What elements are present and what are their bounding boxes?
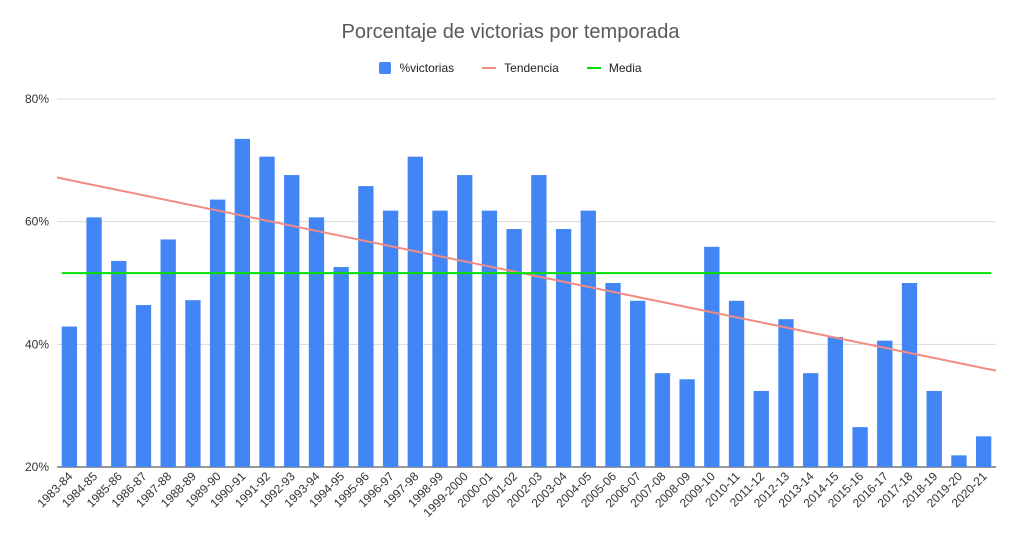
bar[interactable] xyxy=(160,239,176,467)
y-tick-label: 40% xyxy=(25,337,49,351)
legend: %victorias Tendencia Media xyxy=(0,61,1021,75)
bar[interactable] xyxy=(630,300,646,467)
bar[interactable] xyxy=(951,455,967,467)
bar[interactable] xyxy=(704,246,720,467)
bar[interactable] xyxy=(926,390,942,467)
bar[interactable] xyxy=(852,427,868,467)
bar[interactable] xyxy=(555,229,572,467)
legend-item-victorias[interactable]: %victorias xyxy=(379,61,454,75)
bar[interactable] xyxy=(284,175,300,467)
bar[interactable] xyxy=(209,199,226,467)
bar[interactable] xyxy=(61,326,78,467)
legend-label-media: Media xyxy=(608,61,642,75)
bar[interactable] xyxy=(111,260,127,467)
bar[interactable] xyxy=(580,210,596,468)
bar[interactable] xyxy=(259,156,275,468)
bar[interactable] xyxy=(432,210,448,468)
chart-title: Porcentaje de victorias por temporada xyxy=(341,21,680,43)
bar[interactable] xyxy=(234,138,250,467)
bar[interactable] xyxy=(506,229,522,467)
bar[interactable] xyxy=(135,305,152,467)
bar[interactable] xyxy=(605,283,621,467)
bar[interactable] xyxy=(803,373,819,467)
legend-label-tendencia: Tendencia xyxy=(504,61,559,75)
bar[interactable] xyxy=(827,336,844,467)
y-tick-label: 20% xyxy=(25,460,49,474)
y-tick-label: 80% xyxy=(25,92,49,106)
bar[interactable] xyxy=(407,156,423,468)
bar[interactable] xyxy=(185,300,201,467)
bar[interactable] xyxy=(753,390,769,467)
legend-item-tendencia[interactable]: Tendencia xyxy=(482,61,559,75)
bar[interactable] xyxy=(86,217,102,467)
bar[interactable] xyxy=(778,319,794,467)
bar[interactable] xyxy=(333,267,349,467)
y-tick-label: 60% xyxy=(25,215,49,229)
legend-swatch-victorias xyxy=(379,62,392,74)
bar[interactable] xyxy=(358,186,374,468)
legend-swatch-tendencia xyxy=(482,67,497,69)
bar[interactable] xyxy=(308,217,325,467)
legend-swatch-media xyxy=(586,67,601,69)
bar[interactable] xyxy=(877,340,893,467)
legend-label-victorias: %victorias xyxy=(399,61,455,75)
bar[interactable] xyxy=(679,379,695,467)
bar[interactable] xyxy=(382,210,399,468)
bar[interactable] xyxy=(481,210,498,468)
bar[interactable] xyxy=(654,373,671,467)
legend-item-media[interactable]: Media xyxy=(586,61,642,75)
bar[interactable] xyxy=(531,175,547,467)
bar[interactable] xyxy=(975,436,992,467)
bar[interactable] xyxy=(728,300,745,467)
bar[interactable] xyxy=(457,175,473,467)
bar[interactable] xyxy=(901,283,918,467)
